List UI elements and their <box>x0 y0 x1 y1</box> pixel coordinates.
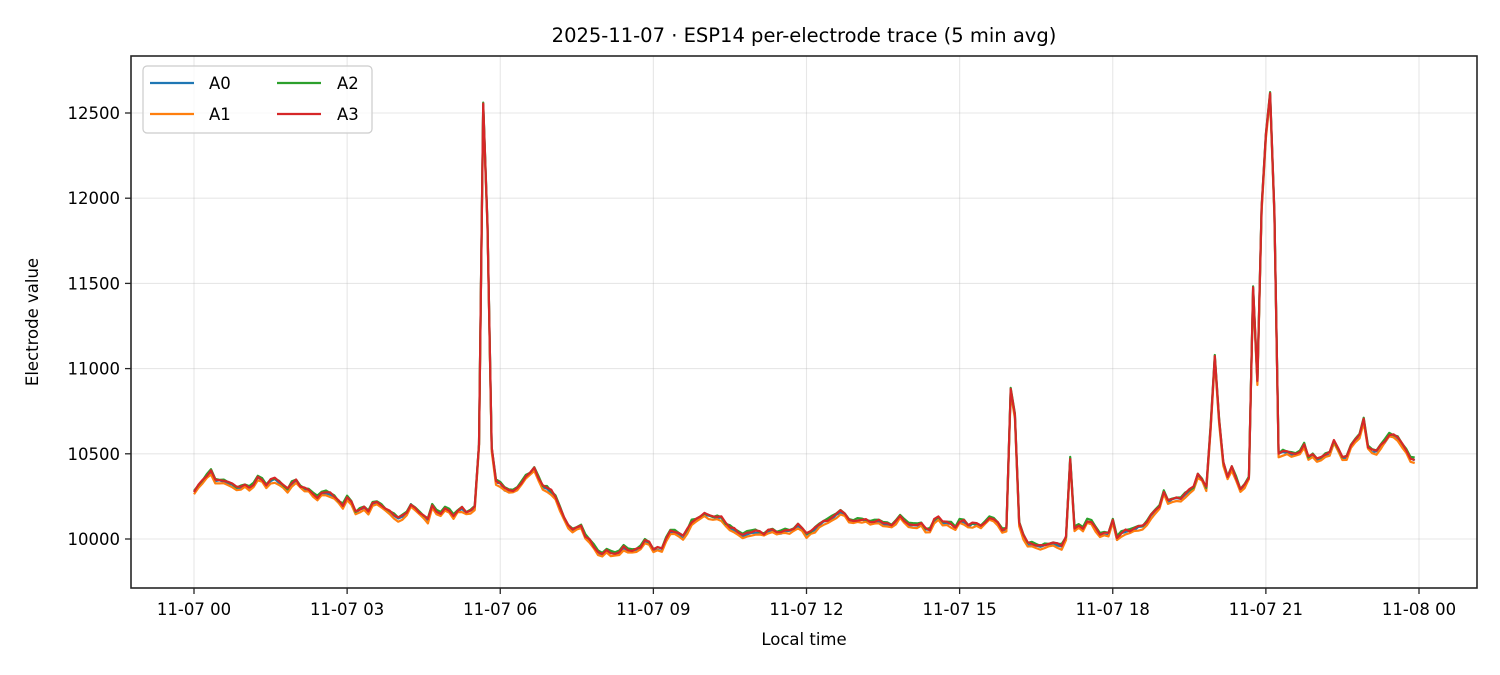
series-line-a1 <box>193 96 1416 558</box>
x-tick-label: 11-07 21 <box>1229 600 1303 619</box>
x-tick-label: 11-08 00 <box>1382 600 1456 619</box>
x-tick-label: 11-07 12 <box>769 600 843 619</box>
grid-lines <box>131 56 1477 588</box>
x-tick-label: 11-07 03 <box>310 600 384 619</box>
x-tick-label: 11-07 09 <box>616 600 690 619</box>
chart-title: 2025-11-07 · ESP14 per-electrode trace (… <box>552 24 1057 47</box>
legend: A0 A1 A2 A3 <box>142 65 373 134</box>
series-lines <box>193 91 1416 558</box>
x-tick-label: 11-07 00 <box>157 600 231 619</box>
y-axis-title: Electrode value <box>23 258 42 386</box>
series-line-a0 <box>193 93 1416 558</box>
x-tick-label: 11-07 18 <box>1076 600 1150 619</box>
series-line-a2 <box>193 91 1415 554</box>
x-tick-label: 11-07 06 <box>463 600 537 619</box>
y-tick-label: 11000 <box>68 360 121 379</box>
legend-label-a2: A2 <box>337 74 359 93</box>
x-tick-label: 11-07 15 <box>923 600 997 619</box>
legend-label-a0: A0 <box>209 74 231 93</box>
y-tick-label: 12000 <box>68 189 121 208</box>
series-line-a3 <box>193 92 1416 556</box>
plot-frame <box>130 55 1478 589</box>
y-tick-label: 10500 <box>68 445 121 464</box>
y-tick-label: 12500 <box>68 104 121 123</box>
y-tick-label: 11500 <box>68 274 121 293</box>
y-tick-label: 10000 <box>68 530 121 549</box>
axis-ticks: 11-07 00 11-07 03 11-07 06 11-07 09 11-07 12… <box>68 104 1457 619</box>
x-axis-title: Local time <box>761 630 846 649</box>
legend-label-a3: A3 <box>337 105 359 124</box>
legend-label-a1: A1 <box>209 105 231 124</box>
